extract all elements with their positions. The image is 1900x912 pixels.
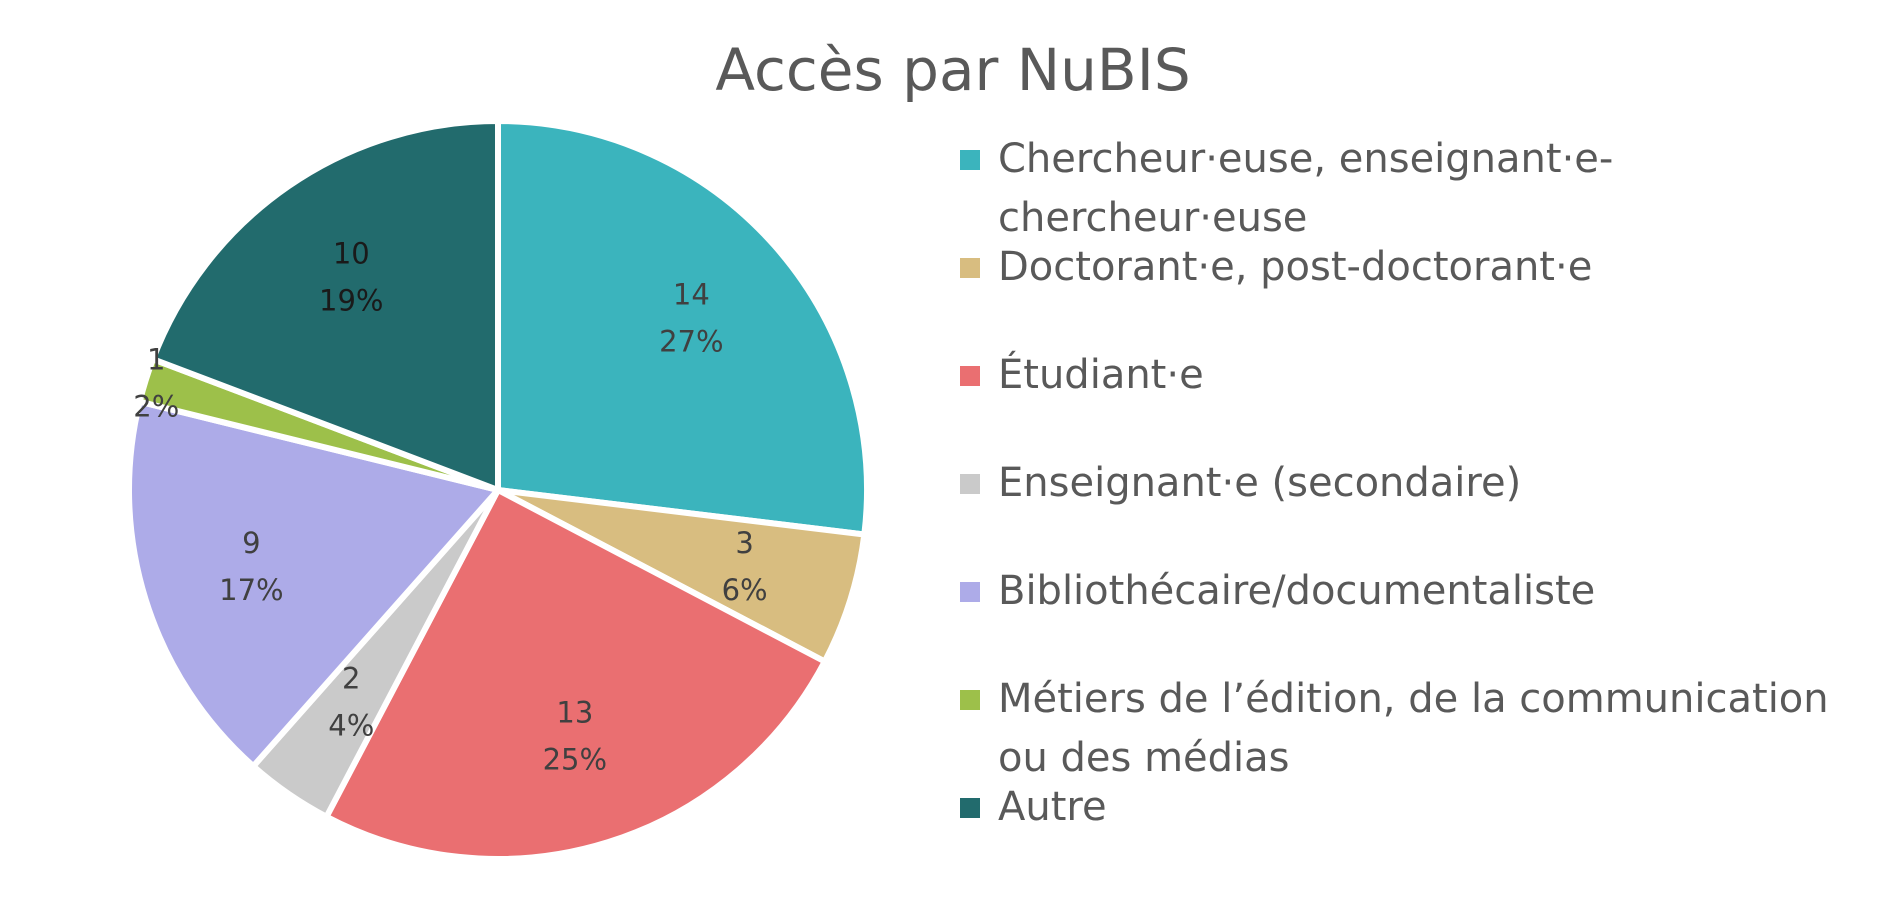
legend-item: Doctorant·e, post-doctorant·e [960,238,1888,297]
data-label-value: 2 [342,662,360,696]
chart-title: Accès par NuBIS [0,36,1900,104]
legend-swatch [960,150,980,170]
legend-item: Autre [960,778,1888,837]
pie-slice [126,398,501,770]
data-label-percent: 4% [328,709,374,743]
data-label-value: 9 [242,526,260,560]
data-label-percent: 6% [722,573,768,607]
data-label-percent: 19% [319,283,383,317]
pie-slice [149,118,501,493]
legend-label: Bibliothécaire/documentaliste [998,568,1596,614]
legend-item: Chercheur·euse, enseignant·e-chercheur·e… [960,130,1888,248]
legend-label: Doctorant·e, post-doctorant·e [998,244,1593,290]
legend-item: Bibliothécaire/documentaliste [960,562,1888,621]
data-label-percent: 25% [543,743,607,777]
data-label-value: 14 [673,278,710,312]
data-label-percent: 17% [219,573,283,607]
pie-slices [126,118,870,862]
data-label-value: 10 [333,236,370,270]
legend-swatch [960,582,980,602]
legend-label: Étudiant·e [998,352,1204,398]
legend-label: Autre [998,784,1107,830]
data-label-value: 1 [147,343,165,377]
legend-label: Enseignant·e (secondaire) [998,460,1522,506]
legend-swatch [960,690,980,710]
legend-swatch [960,366,980,386]
legend-swatch [960,798,980,818]
pie-slice [495,118,870,538]
legend-swatch [960,258,980,278]
data-label-percent: 2% [133,390,179,424]
legend-item: Étudiant·e [960,346,1888,405]
chart-title-text: Accès par NuBIS [715,36,1191,104]
pie-data-labels: 14 27% 3 6% 13 25% 2 4% 9 17% 1 2% 10 19% [133,236,767,776]
legend-label: Métiers de l’édition, de la communicatio… [998,676,1829,781]
data-label-value: 13 [556,696,593,730]
legend-swatch [960,474,980,494]
data-label-percent: 27% [659,325,723,359]
legend-item: Métiers de l’édition, de la communicatio… [960,670,1888,788]
legend-item: Enseignant·e (secondaire) [960,454,1888,513]
legend-label: Chercheur·euse, enseignant·e-chercheur·e… [998,136,1614,241]
data-label-value: 3 [735,526,753,560]
